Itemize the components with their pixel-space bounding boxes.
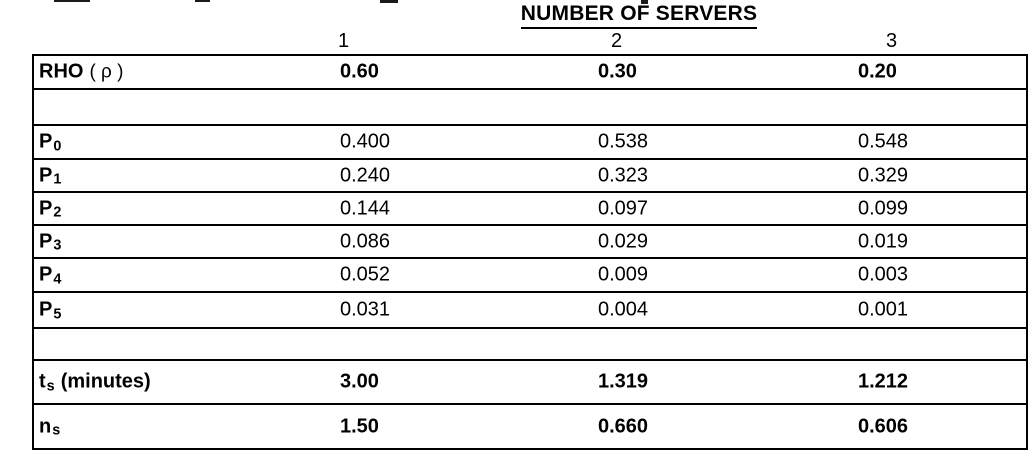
row-label: P3 [39, 230, 62, 254]
row-label-extra: (minutes) [60, 370, 151, 393]
cell-value: 0.052 [340, 263, 391, 286]
table-title-wrap: NUMBER OF SERVERS [508, 2, 770, 29]
row-label-extra: ( ρ ) [89, 61, 124, 83]
cell-value: 0.329 [858, 164, 909, 186]
table-row-spacer [34, 90, 1026, 126]
table-row-p0: P0 0.400 0.538 0.548 [34, 126, 1026, 160]
cell-value: 1.212 [858, 370, 909, 393]
column-header-3: 3 [886, 30, 898, 52]
cell-value: 0.606 [858, 415, 909, 437]
cell-value: 0.019 [858, 230, 909, 252]
clipped-text-artifact [380, 0, 398, 3]
row-label: P0 [39, 130, 62, 155]
cell-value: 0.660 [598, 415, 649, 437]
cell-value: 0.097 [598, 197, 649, 219]
results-table: RHO( ρ ) 0.60 0.30 0.20 P0 0.400 0.538 0… [32, 54, 1028, 450]
cell-value: 0.538 [598, 130, 649, 153]
cell-value: 0.548 [858, 130, 909, 153]
cell-value: 0.009 [598, 263, 649, 286]
table-row-p3: P3 0.086 0.029 0.019 [34, 226, 1026, 259]
row-label: P1 [39, 164, 62, 188]
table-row-ns: ns 1.50 0.660 0.606 [34, 405, 1026, 448]
table-row-p4: P4 0.052 0.009 0.003 [34, 259, 1026, 293]
cell-value: 0.003 [858, 263, 909, 286]
row-label: P5 [39, 298, 62, 323]
cell-value: 0.144 [340, 197, 391, 219]
cell-value: 0.60 [340, 60, 379, 83]
column-header-1: 1 [338, 30, 350, 52]
cell-value: 0.001 [858, 298, 909, 321]
cell-value: 0.029 [598, 230, 649, 252]
row-label: ts (minutes) [39, 370, 151, 395]
cell-value: 0.323 [598, 164, 649, 186]
cell-value: 0.20 [858, 60, 897, 83]
cell-value: 0.30 [598, 60, 637, 83]
table-row-p5: P5 0.031 0.004 0.001 [34, 293, 1026, 329]
cell-value: 1.319 [598, 370, 649, 393]
cell-value: 0.086 [340, 230, 391, 252]
row-label: ns [39, 415, 61, 439]
clipped-text-artifact [54, 0, 90, 2]
column-header-2: 2 [611, 30, 623, 52]
table-title: NUMBER OF SERVERS [520, 2, 758, 29]
clipped-text-artifact [641, 0, 648, 4]
table-row-p2: P2 0.144 0.097 0.099 [34, 193, 1026, 226]
cell-value: 0.031 [340, 298, 391, 321]
cell-value: 1.50 [340, 415, 379, 437]
table-row-p1: P1 0.240 0.323 0.329 [34, 160, 1026, 193]
row-label: RHO( ρ ) [39, 60, 124, 83]
cell-value: 3.00 [340, 370, 379, 393]
table-row-rho: RHO( ρ ) 0.60 0.30 0.20 [34, 56, 1026, 90]
row-label: P2 [39, 197, 62, 221]
cell-value: 0.004 [598, 298, 649, 321]
table-row-spacer [34, 329, 1026, 361]
cell-value: 0.099 [858, 197, 909, 219]
table-row-ts: ts (minutes) 3.00 1.319 1.212 [34, 361, 1026, 405]
cell-value: 0.240 [340, 164, 391, 186]
clipped-text-artifact [195, 0, 210, 2]
cell-value: 0.400 [340, 130, 391, 153]
row-label: P4 [39, 263, 62, 288]
